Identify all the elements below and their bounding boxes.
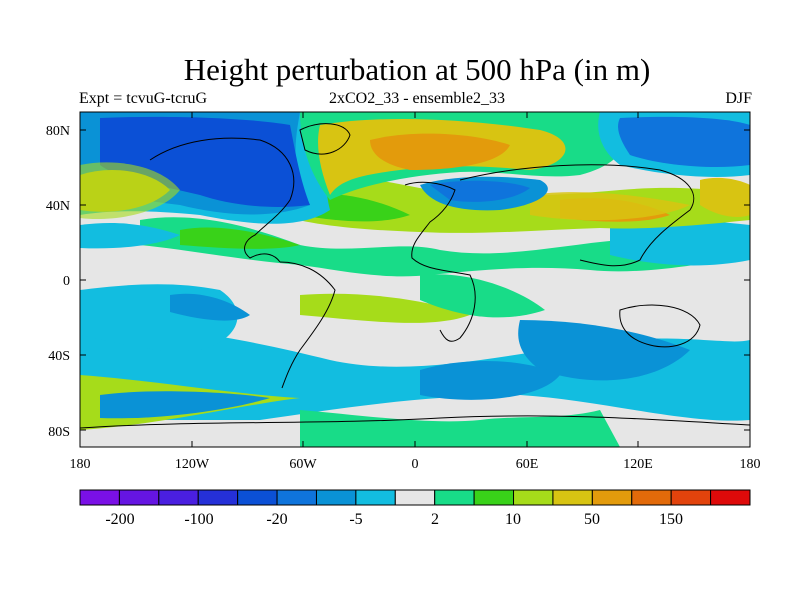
lon-label-60e: 60E <box>516 457 539 472</box>
tropical-green-band <box>140 217 750 277</box>
contour-fill-layer <box>80 112 750 447</box>
colorbar-swatch <box>670 489 712 506</box>
lon-label-120e: 120E <box>623 457 653 472</box>
coast-antarctica <box>80 415 750 429</box>
colorbar-swatch <box>79 489 120 506</box>
lon-label-180-east: 180 <box>740 457 761 472</box>
axis-ticks <box>79 112 751 447</box>
experiment-label: Expt = tcvuG-tcruG <box>79 90 208 107</box>
north-pacific-lime <box>80 162 180 220</box>
indian-ocean-green <box>420 274 545 318</box>
colorbar-swatch <box>513 489 554 506</box>
tropical-lime-band <box>180 227 300 249</box>
southern-blue-patch <box>100 391 270 419</box>
lon-label-180-west: 180 <box>70 457 91 472</box>
lon-label-120w: 120W <box>175 457 210 472</box>
colorbar-swatch <box>631 489 672 506</box>
colorbar-label: -200 <box>105 511 134 528</box>
coast-south-america <box>279 261 336 389</box>
colorbar-swatch <box>591 489 633 506</box>
coastlines <box>80 123 750 429</box>
colorbar-swatch <box>276 489 317 506</box>
colorbar-swatch <box>552 489 593 506</box>
south-atlantic-green <box>300 293 470 323</box>
colorbar-swatch <box>473 489 515 506</box>
coast-europe-africa <box>404 181 476 342</box>
eurasia-deep-blue <box>430 180 530 202</box>
colorbar-label: -100 <box>184 511 213 528</box>
lat-label-80s: 80S <box>48 425 70 440</box>
lat-label-80n: 80N <box>46 124 70 139</box>
arctic-orange <box>370 133 510 170</box>
coast-greenland <box>299 123 351 155</box>
run-label: 2xCO2_33 - ensemble2_33 <box>329 90 505 107</box>
west-pacific-cyan <box>610 217 750 266</box>
lat-label-40s: 40S <box>48 349 70 364</box>
colorbar-label: -5 <box>349 511 362 528</box>
tropical-cyan-west <box>80 223 180 249</box>
colorbar-swatch <box>118 489 160 506</box>
colorbar-swatch <box>394 489 436 506</box>
lon-label-60w: 60W <box>289 457 317 472</box>
colorbar-label: 150 <box>659 511 683 528</box>
colorbar-label: 2 <box>431 511 439 528</box>
lat-label-40n: 40N <box>46 199 70 214</box>
south-pacific-blue <box>170 293 250 321</box>
antarctic-green <box>300 410 620 447</box>
season-label: DJF <box>725 90 752 107</box>
lat-label-0: 0 <box>63 274 70 289</box>
colorbar-swatch <box>237 489 278 506</box>
lon-label-0: 0 <box>412 457 419 472</box>
colorbar-label: -20 <box>266 511 287 528</box>
colorbar-swatches <box>79 489 751 506</box>
colorbar-swatch <box>710 489 751 506</box>
colorbar-label: 10 <box>505 511 521 528</box>
east-pacific-yellow <box>700 177 750 217</box>
coast-asia <box>459 164 695 267</box>
asia-yellow <box>530 192 690 221</box>
colorbar-swatch <box>315 489 357 506</box>
colorbar-swatch <box>434 489 475 506</box>
colorbar-label: 50 <box>584 511 600 528</box>
coast-north-america <box>149 137 295 263</box>
colorbar-swatch <box>197 489 239 506</box>
map-title: Height perturbation at 500 hPa (in m) <box>183 52 651 87</box>
colorbar-swatch <box>158 489 199 506</box>
indian-ocean-cyan <box>518 320 690 381</box>
southern-ocean-cyan <box>420 360 560 400</box>
colorbar-swatch <box>355 489 396 506</box>
siberia-blue <box>618 116 750 167</box>
coast-australia <box>619 304 701 348</box>
